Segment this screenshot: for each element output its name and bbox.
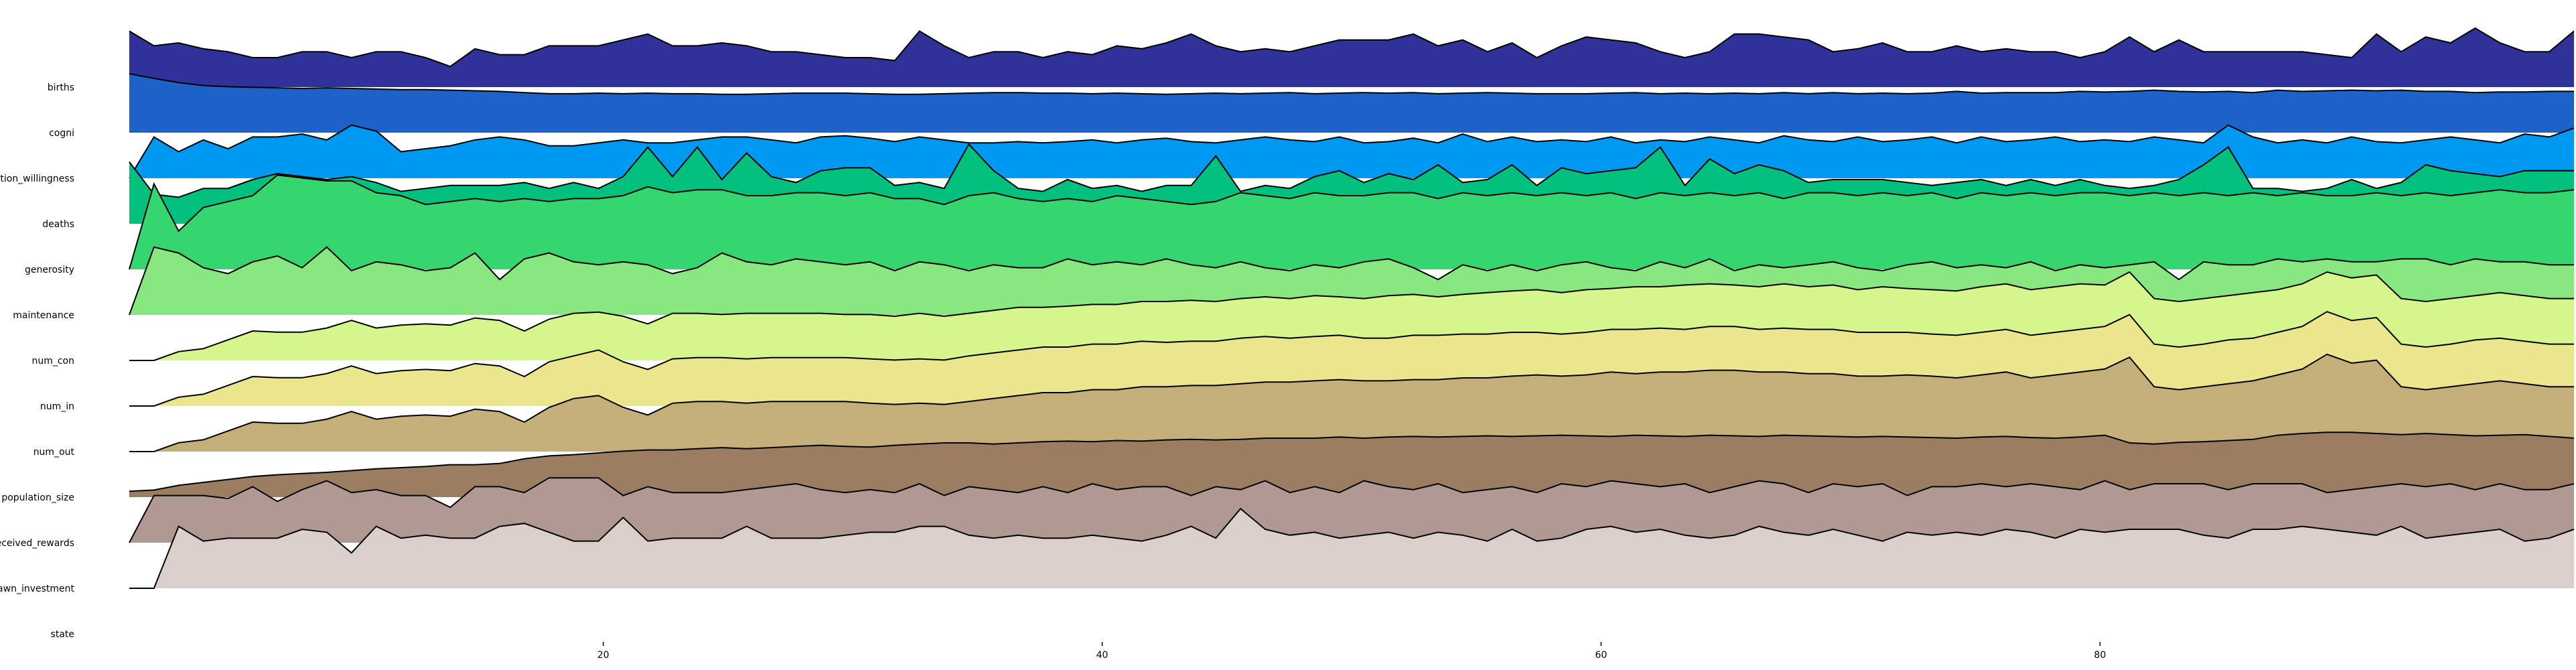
ridge-area-generosity — [129, 175, 2574, 269]
ridge-area-cogni — [129, 74, 2574, 133]
ridge-label-num-con: num_con — [31, 356, 74, 366]
ridge-area-spawn-investment — [129, 509, 2574, 588]
ridge-line-spawn-investment — [129, 507, 2575, 589]
ridge-line-births — [129, 27, 2575, 68]
ridge-label-generosity: generosity — [25, 265, 74, 275]
ridge-line-cogni — [129, 73, 2574, 95]
ridge-area-births — [129, 28, 2574, 87]
ridge-line-num-in — [129, 311, 2574, 407]
ridge-line-deaths — [129, 143, 2574, 198]
x-axis: 20 40 60 80 — [597, 642, 2106, 661]
ridge-label-num-out: num_out — [33, 447, 75, 458]
ridge-label-deaths: deaths — [42, 219, 74, 230]
ridge-line-num-out — [129, 353, 2574, 452]
ridge-label-num-in: num_in — [40, 401, 74, 412]
ridge-line-received-rewards — [129, 477, 2575, 543]
ridge-label-connection-willingness: connection_willingness — [0, 174, 74, 184]
ridge-label-cogni: cogni — [49, 128, 74, 139]
ridge-label-births: births — [48, 82, 74, 93]
x-tick-label: 60 — [1595, 650, 1607, 661]
ridge-label-spawn-investment: spawn_investment — [0, 584, 75, 594]
ridge-line-connection-willingness — [129, 124, 2575, 179]
ridge-line-population-size — [129, 431, 2575, 492]
ridge-label-state: state — [51, 629, 74, 640]
x-tick-label: 20 — [597, 650, 610, 661]
ridge-line-generosity — [129, 174, 2575, 270]
ridge-label-maintenance: maintenance — [13, 310, 74, 321]
ridge-line-maintenance — [129, 246, 2574, 316]
ridge-area-num-out — [129, 354, 2574, 452]
x-tick-label: 40 — [1096, 650, 1108, 661]
ridges-group — [129, 27, 2575, 589]
ridge-area-received-rewards — [129, 478, 2574, 543]
ridge-line-num-con — [129, 271, 2574, 361]
ridge-label-received-rewards: received_rewards — [0, 538, 74, 549]
ridge-label-population-size: population_size — [1, 492, 74, 503]
x-tick-label: 80 — [2094, 650, 2106, 661]
